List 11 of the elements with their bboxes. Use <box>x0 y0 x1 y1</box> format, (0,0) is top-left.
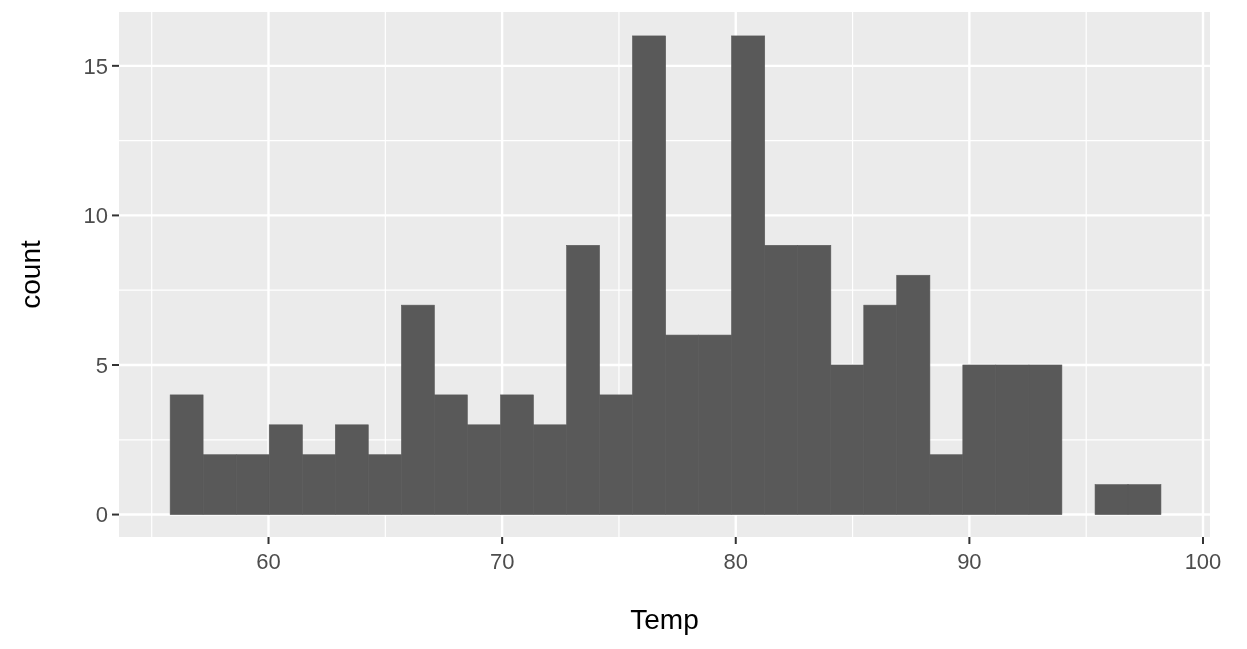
y-axis-title: count <box>15 240 46 309</box>
x-axis-title: Temp <box>630 604 699 635</box>
x-tick-label: 100 <box>1184 549 1222 574</box>
x-tick-label: 60 <box>256 549 281 574</box>
x-tick-label: 70 <box>489 549 515 574</box>
y-tick-label: 0 <box>95 502 108 528</box>
y-tick-label: 10 <box>83 203 108 229</box>
y-tick-label: 5 <box>95 352 108 378</box>
y-tick-label: 15 <box>83 53 108 79</box>
x-tick-label: 80 <box>723 549 748 574</box>
x-tick-label: 90 <box>957 549 982 574</box>
